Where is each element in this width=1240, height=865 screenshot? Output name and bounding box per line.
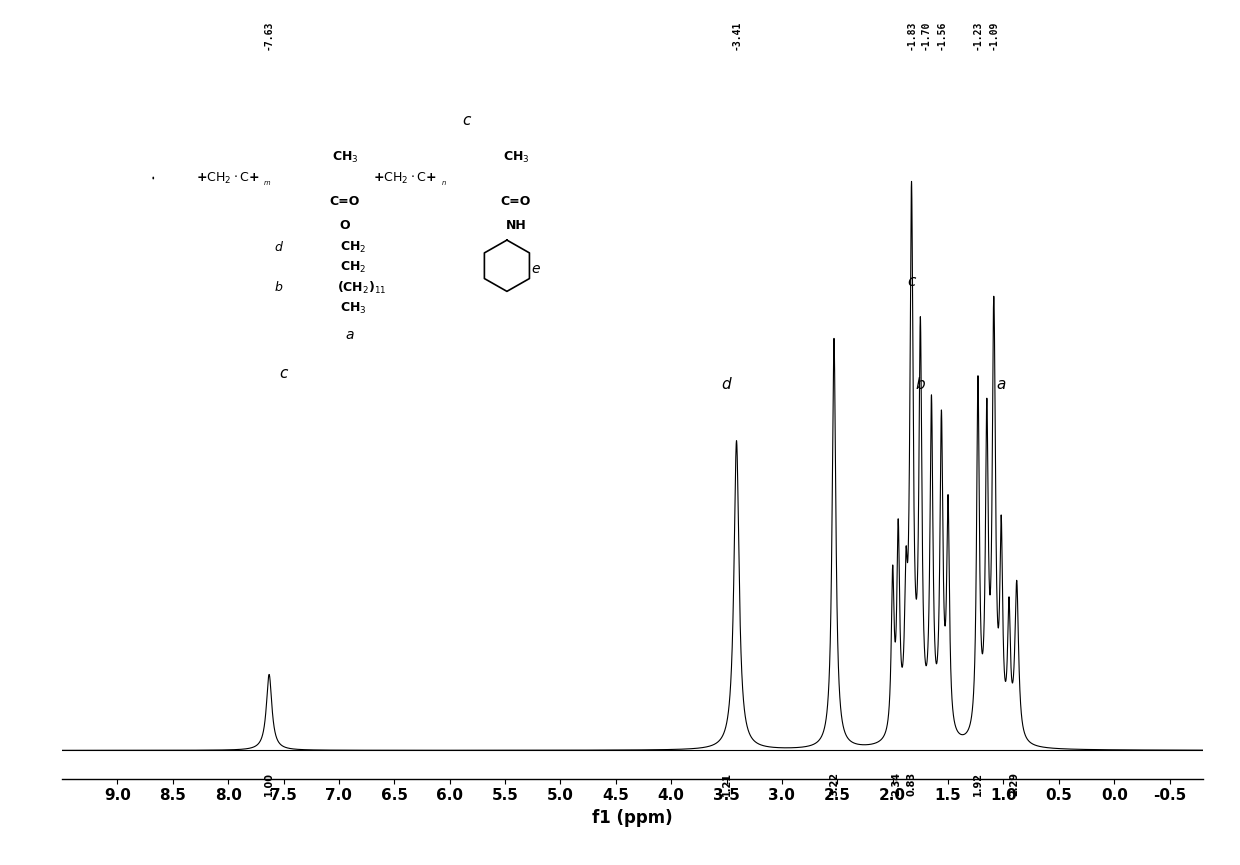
Text: c: c bbox=[279, 366, 288, 381]
X-axis label: f1 (ppm): f1 (ppm) bbox=[591, 809, 673, 827]
Text: NH: NH bbox=[506, 219, 527, 232]
Text: -3.41: -3.41 bbox=[732, 21, 742, 50]
Text: $\mathbf{+}$CH$_2\cdot$C$\mathbf{+}$: $\mathbf{+}$CH$_2\cdot$C$\mathbf{+}$ bbox=[196, 170, 259, 186]
Text: CH$_3$: CH$_3$ bbox=[502, 151, 529, 165]
Text: d: d bbox=[722, 377, 732, 393]
Text: 2.29: 2.29 bbox=[1009, 772, 1019, 796]
Text: a: a bbox=[997, 377, 1006, 393]
Text: 2.34: 2.34 bbox=[892, 772, 901, 796]
Text: 1.21: 1.21 bbox=[722, 772, 732, 796]
Text: $_n$: $_n$ bbox=[441, 178, 448, 189]
Text: a: a bbox=[345, 328, 353, 342]
Text: -1.23: -1.23 bbox=[973, 21, 983, 50]
Text: 1.92: 1.92 bbox=[973, 772, 983, 796]
Text: $_m$: $_m$ bbox=[263, 178, 272, 189]
Text: c: c bbox=[463, 113, 471, 128]
Text: e: e bbox=[531, 262, 539, 276]
Text: d: d bbox=[275, 241, 283, 254]
Text: $\mathbf{+}$CH$_2\cdot$C$\mathbf{+}$: $\mathbf{+}$CH$_2\cdot$C$\mathbf{+}$ bbox=[372, 170, 436, 186]
Text: 3.22: 3.22 bbox=[830, 772, 839, 796]
Text: 0.83: 0.83 bbox=[906, 772, 916, 796]
Text: C=O: C=O bbox=[501, 195, 531, 208]
Text: O: O bbox=[340, 219, 350, 232]
Text: CH$_3$: CH$_3$ bbox=[340, 301, 366, 316]
Text: b: b bbox=[275, 281, 283, 294]
Text: CH$_3$: CH$_3$ bbox=[331, 151, 358, 165]
Text: CH$_2$: CH$_2$ bbox=[340, 240, 366, 255]
Text: 1.00: 1.00 bbox=[264, 772, 274, 796]
Text: C=O: C=O bbox=[330, 195, 360, 208]
Text: (CH$_2$)$_{11}$: (CH$_2$)$_{11}$ bbox=[337, 280, 387, 296]
Text: b: b bbox=[915, 377, 925, 393]
Text: -1.83: -1.83 bbox=[906, 21, 916, 50]
Text: CH$_2$: CH$_2$ bbox=[340, 260, 366, 275]
Text: c: c bbox=[908, 274, 915, 289]
Text: -1.09: -1.09 bbox=[988, 21, 998, 50]
Text: -7.63: -7.63 bbox=[264, 21, 274, 50]
Text: -1.70: -1.70 bbox=[921, 21, 931, 50]
Text: -1.56: -1.56 bbox=[936, 21, 946, 50]
